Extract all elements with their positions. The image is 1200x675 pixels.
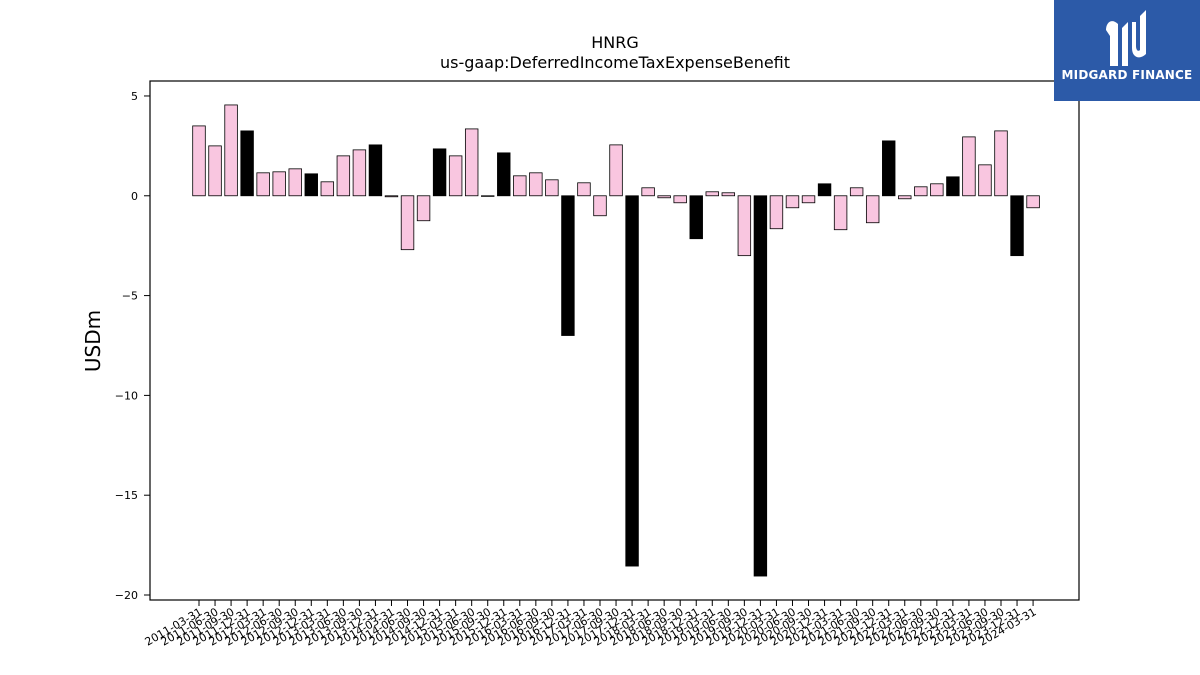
bar-2020-06-30 — [785, 195, 800, 209]
bar-2019-06-30 — [721, 192, 736, 197]
bar-2013-03-31 — [320, 181, 335, 197]
bar-2011-09-30 — [224, 104, 238, 197]
bar-2023-06-30 — [978, 164, 992, 197]
y-tick-label: 0 — [131, 190, 138, 203]
plot-frame — [149, 80, 1080, 601]
bar-2018-12-31 — [689, 195, 703, 240]
bar-2016-09-30 — [545, 179, 559, 197]
bar-2021-03-31 — [833, 195, 848, 231]
bar-2017-09-30 — [609, 144, 623, 197]
y-axis-ticks: 5 0 −5 −10 −15 −20 — [115, 90, 150, 602]
brand-logo: MIDGARD FINANCE — [1054, 0, 1200, 101]
bar-2012-09-30 — [288, 168, 302, 197]
y-tick-label: −5 — [122, 290, 138, 303]
bar-2012-03-31 — [256, 172, 270, 197]
bar-2011-06-30 — [208, 145, 222, 197]
bar-2021-12-31 — [882, 140, 896, 197]
bar-2011-12-31 — [240, 130, 254, 197]
bar-2013-06-30 — [336, 155, 351, 197]
bar-2013-09-30 — [352, 149, 367, 197]
bar-2012-06-30 — [272, 171, 286, 197]
bar-2017-12-31 — [625, 195, 639, 567]
bar-2022-03-31 — [898, 195, 912, 200]
bar-2022-09-30 — [930, 183, 944, 197]
bar-2021-06-30 — [849, 187, 864, 197]
midgard-logo-mark-icon — [1106, 10, 1146, 66]
bar-2022-12-31 — [946, 176, 960, 197]
bar-2017-06-30 — [593, 195, 607, 217]
bar-2024-03-31 — [1026, 195, 1040, 209]
bar-2019-03-31 — [705, 191, 719, 197]
bar-2013-12-31 — [368, 144, 383, 197]
bar-2018-03-31 — [641, 187, 655, 197]
y-tick-label: −20 — [115, 589, 138, 602]
brand-name: MIDGARD FINANCE — [1061, 68, 1193, 82]
bar-2021-09-30 — [865, 195, 880, 224]
bar-2015-12-31 — [497, 152, 511, 197]
bar-2019-09-30 — [737, 195, 752, 257]
bar-2015-06-30 — [464, 128, 479, 197]
bar-2014-09-30 — [416, 195, 431, 222]
chart-title: HNRG — [591, 33, 639, 52]
y-tick-label: 5 — [131, 90, 138, 103]
bar-2018-09-30 — [673, 195, 687, 204]
bar-2020-03-31 — [769, 195, 784, 230]
bar-2019-12-31 — [753, 195, 768, 577]
chart-subtitle: us-gaap:DeferredIncomeTaxExpenseBenefit — [440, 53, 790, 72]
bar-2020-09-30 — [801, 195, 816, 204]
bar-2015-09-30 — [481, 195, 495, 197]
bar-2022-06-30 — [914, 186, 928, 197]
bar-2017-03-31 — [577, 182, 591, 197]
bar-2016-03-31 — [513, 175, 527, 197]
y-axis-label: USDm — [81, 310, 105, 372]
bar-2020-12-31 — [817, 183, 832, 197]
y-tick-label: −10 — [115, 389, 138, 402]
x-axis-ticks: 2011-03-312011-06-302011-09-302011-12-31… — [143, 600, 1039, 649]
bar-2012-12-31 — [304, 173, 318, 197]
bar-2023-09-30 — [994, 130, 1008, 197]
bar-2014-03-31 — [384, 195, 399, 198]
bar-2016-12-31 — [561, 195, 575, 336]
bar-2015-03-31 — [448, 155, 463, 197]
bar-2011-03-31 — [192, 125, 206, 197]
bar-2014-06-30 — [400, 195, 415, 251]
bar-2016-06-30 — [529, 172, 543, 197]
bar-2014-12-31 — [432, 148, 447, 197]
bars-group — [192, 104, 1040, 577]
bar-2023-12-31 — [1010, 195, 1024, 257]
bar-2023-03-31 — [962, 136, 976, 197]
bar-2018-06-30 — [657, 195, 671, 199]
y-tick-label: −15 — [115, 489, 138, 502]
